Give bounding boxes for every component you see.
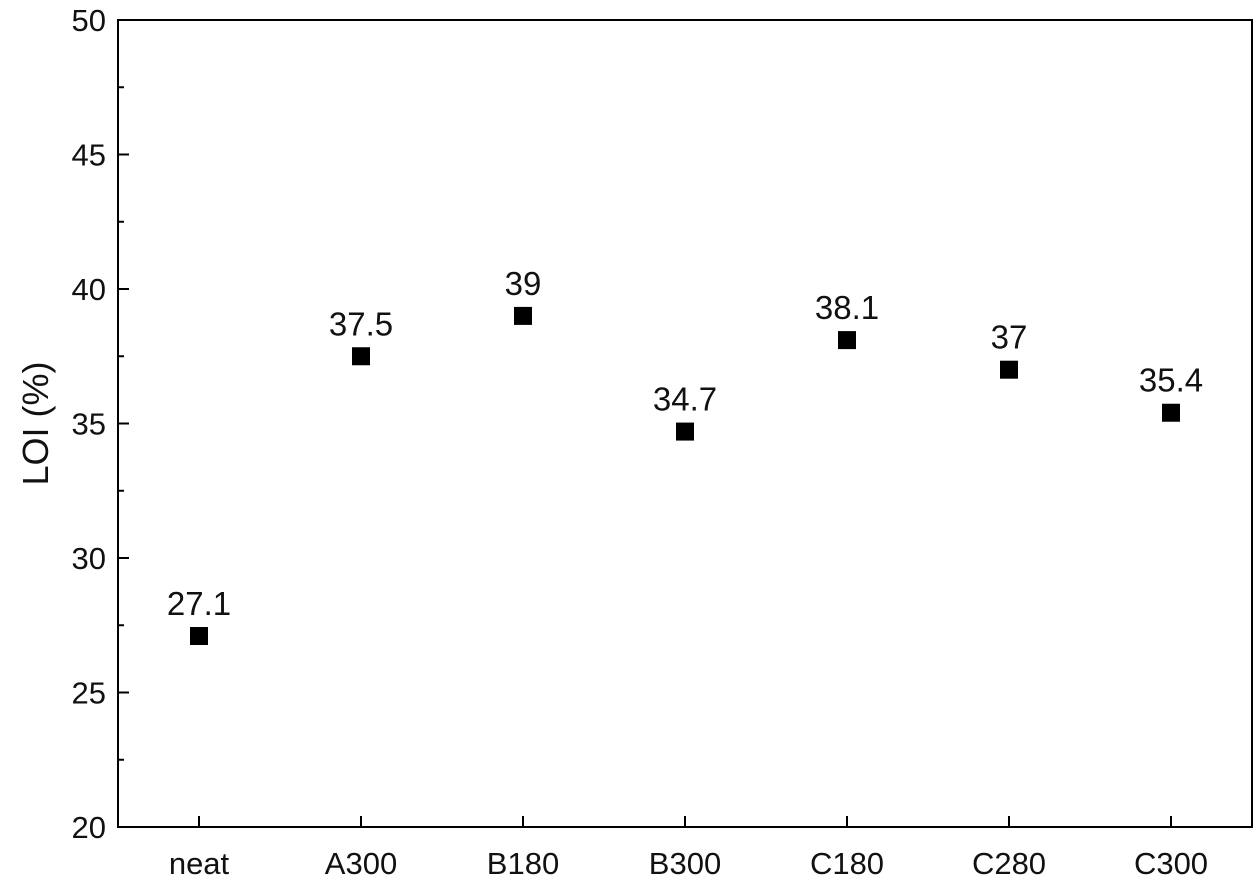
y-tick-label: 45 — [72, 138, 106, 173]
data-label: 27.1 — [167, 585, 231, 622]
x-axis: neat A300 B180 B300 C180 C280 C300 — [169, 816, 1208, 881]
x-tick-label: A300 — [325, 846, 397, 881]
data-point — [1000, 360, 1018, 379]
y-tick-label: 30 — [72, 541, 106, 576]
data-label: 38.1 — [815, 289, 879, 326]
y-tick-label: 20 — [72, 810, 106, 845]
x-tick-label: B300 — [649, 846, 721, 881]
x-tick-label: C300 — [1134, 846, 1208, 881]
data-label: 34.7 — [653, 381, 717, 418]
data-point — [838, 331, 856, 350]
data-point — [676, 422, 694, 441]
data-label: 35.4 — [1139, 362, 1203, 399]
data-label: 37.5 — [329, 305, 393, 342]
y-tick-label: 35 — [72, 407, 106, 442]
data-points — [190, 306, 1180, 646]
x-tick-label: neat — [169, 846, 230, 881]
x-tick-label: C180 — [810, 846, 884, 881]
y-tick-label: 25 — [72, 676, 106, 711]
y-tick-label: 50 — [72, 3, 106, 38]
y-axis-title: LOI (%) — [15, 361, 56, 485]
data-label: 39 — [505, 265, 542, 302]
data-labels: 27.1 37.5 39 34.7 38.1 37 35.4 — [167, 265, 1203, 622]
x-tick-label: B180 — [487, 846, 559, 881]
x-tick-label: C280 — [972, 846, 1046, 881]
data-point — [352, 347, 370, 366]
data-point — [190, 627, 208, 646]
data-label: 37 — [991, 319, 1028, 356]
y-axis: 20 25 30 35 40 45 50 — [72, 3, 129, 845]
data-point — [1162, 403, 1180, 422]
y-tick-label: 40 — [72, 272, 106, 307]
data-point — [514, 306, 532, 325]
